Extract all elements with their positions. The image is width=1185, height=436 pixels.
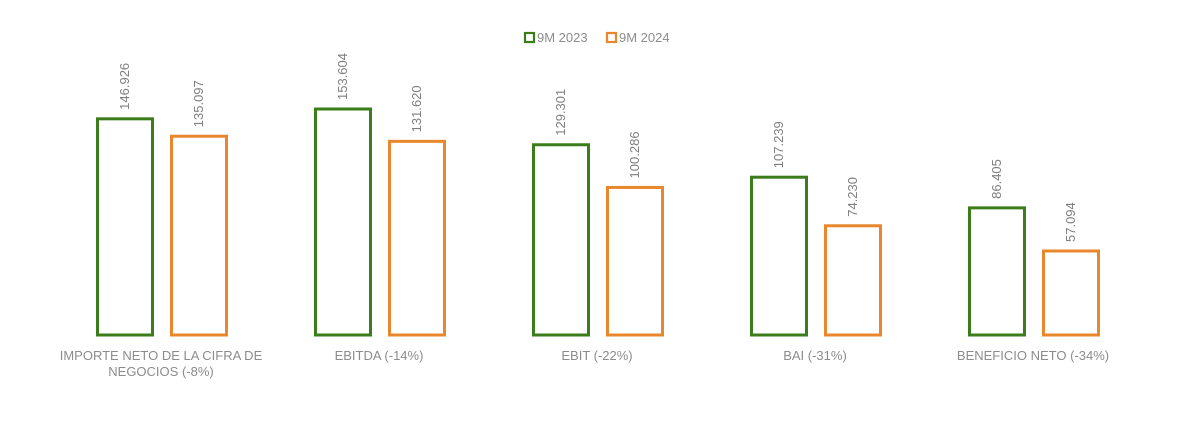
bar-series-2023-4 bbox=[968, 206, 1026, 337]
bar-series-2024-3 bbox=[824, 224, 882, 337]
value-label-2023-3: 107.239 bbox=[771, 121, 786, 168]
legend-label-2024: 9M 2024 bbox=[619, 30, 670, 45]
value-label-2023-4: 86.405 bbox=[989, 159, 1004, 199]
category-label-3: BAI (-31%) bbox=[783, 348, 847, 363]
legend-label-2023: 9M 2023 bbox=[537, 30, 588, 45]
category-label-0-line-1: NEGOCIOS (-8%) bbox=[108, 364, 213, 379]
value-label-2024-4: 57.094 bbox=[1063, 202, 1078, 242]
bar-series-2023-3 bbox=[750, 175, 808, 337]
category-label-0-line-0: IMPORTE NETO DE LA CIFRA DE bbox=[60, 348, 263, 363]
category-label-2: EBIT (-22%) bbox=[561, 348, 632, 363]
bars-group bbox=[96, 107, 1100, 337]
value-label-2023-0: 146.926 bbox=[117, 63, 132, 110]
value-labels-group: 146.926 153.604 129.301 107.239 86.405 135.09… bbox=[117, 53, 1078, 242]
bar-series-2024-4 bbox=[1042, 249, 1100, 337]
bar-series-2023-0 bbox=[96, 117, 154, 337]
value-label-2024-2: 100.286 bbox=[627, 131, 642, 178]
bar-series-2023-2 bbox=[532, 143, 590, 337]
value-label-2023-1: 153.604 bbox=[335, 53, 350, 100]
value-label-2024-3: 74.230 bbox=[845, 177, 860, 217]
value-label-2024-0: 135.097 bbox=[191, 80, 206, 127]
bar-series-2024-0 bbox=[170, 134, 228, 337]
legend: 9M 2023 9M 2024 bbox=[523, 30, 670, 45]
value-label-2023-2: 129.301 bbox=[553, 89, 568, 136]
bar-series-2024-2 bbox=[606, 185, 664, 337]
category-label-4: BENEFICIO NETO (-34%) bbox=[957, 348, 1109, 363]
bar-series-2023-1 bbox=[314, 107, 372, 337]
legend-swatch-2024 bbox=[605, 31, 618, 44]
bar-series-2024-1 bbox=[388, 139, 446, 337]
value-label-2024-1: 131.620 bbox=[409, 85, 424, 132]
legend-swatch-2023 bbox=[523, 31, 536, 44]
category-label-1: EBITDA (-14%) bbox=[335, 348, 424, 363]
